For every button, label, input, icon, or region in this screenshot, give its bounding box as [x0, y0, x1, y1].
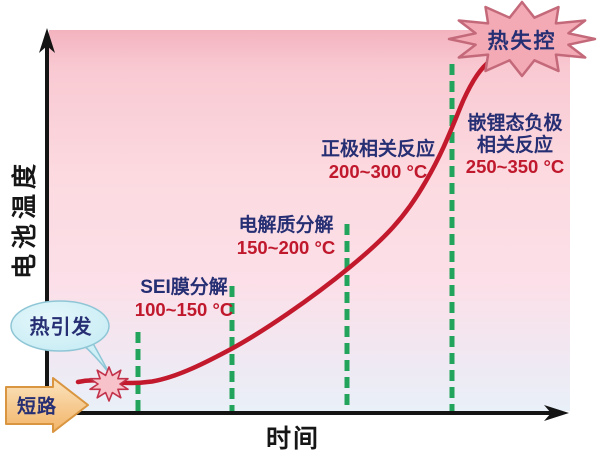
- axes: [45, 44, 551, 415]
- ignition-spark-star-icon: [89, 366, 129, 402]
- thermal-runaway-star-icon: [447, 0, 597, 78]
- stage-label-cathode: 正极相关反应 200~300 °C: [321, 139, 435, 183]
- thermal-trigger-label: 热引发: [29, 316, 93, 339]
- y-axis-arrow-icon: [39, 28, 55, 53]
- stage-name-sei: SEI膜分解: [140, 277, 228, 298]
- stage-name-anode-line2: 相关反应: [476, 134, 553, 156]
- stage-name-anode-line1: 嵌锂态负极: [467, 113, 563, 134]
- stage-label-anode: 嵌锂态负极 相关反应 250~350 °C: [466, 113, 564, 178]
- stage-label-electrolyte: 电解质分解 150~200 °C: [237, 215, 335, 259]
- trigger-bubble: [10, 300, 110, 352]
- stage-name-electrolyte: 电解质分解: [238, 215, 334, 236]
- stage-label-sei: SEI膜分解 100~150 °C: [135, 277, 233, 321]
- stage-name-cathode: 正极相关反应: [320, 139, 436, 160]
- x-axis-arrow-icon: [544, 405, 569, 421]
- plot-area: [49, 30, 570, 411]
- thermal-runaway-label: 热失控: [487, 30, 557, 53]
- stage-temp-sei: 100~150 °C: [134, 299, 234, 320]
- stage-temp-anode: 250~350 °C: [465, 156, 565, 177]
- stage-temp-cathode: 200~300 °C: [328, 161, 428, 182]
- y-axis-title: 电池温度: [11, 158, 39, 280]
- short-circuit-arrow: [5, 377, 89, 433]
- x-axis-title: 时间: [265, 425, 321, 453]
- short-circuit-label: 短路: [16, 396, 58, 418]
- stage-temp-electrolyte: 150~200 °C: [236, 237, 336, 258]
- temperature-curve: [75, 57, 494, 386]
